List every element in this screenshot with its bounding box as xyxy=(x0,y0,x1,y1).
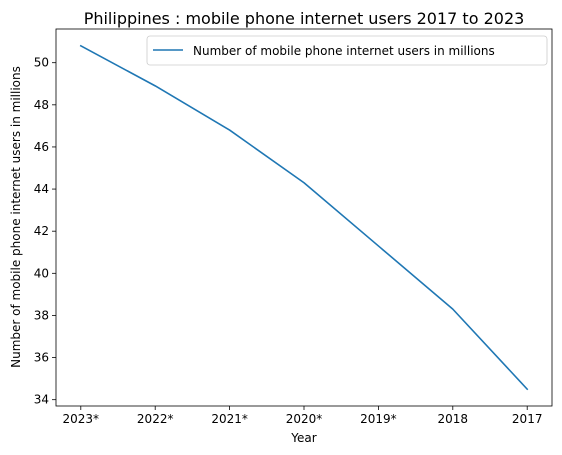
legend-box xyxy=(146,35,548,66)
y-tick-label: 42 xyxy=(34,224,49,238)
y-tick-label: 40 xyxy=(34,266,49,280)
y-axis-ticks: 34 36 38 40 42 44 46 48 50 xyxy=(34,56,56,407)
x-tick-label: 2022* xyxy=(137,412,174,426)
x-tick-label: 2018 xyxy=(438,412,469,426)
y-tick-label: 36 xyxy=(34,351,49,365)
y-tick-label: 38 xyxy=(34,308,49,322)
y-tick-label: 50 xyxy=(34,56,49,70)
x-axis-label: Year xyxy=(290,431,316,445)
y-axis-label: Number of mobile phone internet users in… xyxy=(9,66,23,368)
legend-label: Number of mobile phone internet users in… xyxy=(193,44,495,58)
y-tick-label: 46 xyxy=(34,140,49,154)
x-tick-label: 2019* xyxy=(360,412,397,426)
x-tick-label: 2023* xyxy=(63,412,100,426)
y-tick-label: 48 xyxy=(34,98,49,112)
plot-frame xyxy=(55,28,553,407)
y-tick-label: 34 xyxy=(34,393,49,407)
series-line xyxy=(79,44,529,391)
legend: Number of mobile phone internet users in… xyxy=(146,35,548,66)
chart-title: Philippines : mobile phone internet user… xyxy=(84,9,525,28)
y-tick-label: 44 xyxy=(34,182,49,196)
x-tick-label: 2020* xyxy=(286,412,323,426)
x-tick-label: 2021* xyxy=(211,412,248,426)
x-axis-ticks: 2023* 2022* 2021* 2020* 2019* 2018 2017 xyxy=(63,406,543,426)
x-tick-label: 2017 xyxy=(512,412,543,426)
